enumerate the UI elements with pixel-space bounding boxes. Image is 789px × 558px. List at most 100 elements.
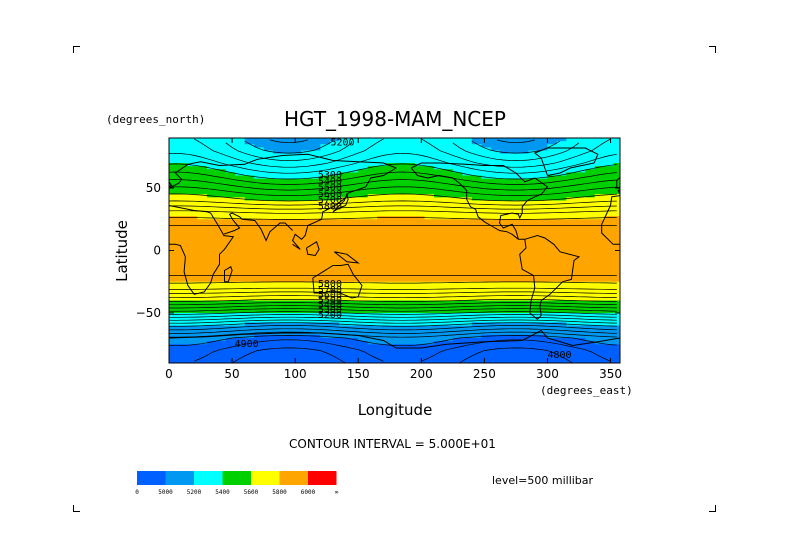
field-cell [396,266,407,270]
field-cell [169,241,180,245]
field-cell [405,181,416,186]
field-cell [594,309,605,314]
field-cell [575,138,586,142]
field-cell [509,263,520,267]
field-cell [566,347,577,352]
field-cell [178,272,189,277]
field-cell [585,141,596,145]
field-cell [329,228,340,233]
field-cell [292,294,303,298]
field-cell [405,300,416,305]
field-cell [197,331,208,336]
field-cell [169,156,180,161]
field-cell [613,203,620,208]
field-cell [254,269,265,273]
field-cell [216,294,227,298]
field-cell [519,231,530,236]
field-cell [187,288,198,292]
field-cell [433,241,444,245]
field-cell [348,306,359,311]
field-cell [405,147,416,152]
field-cell [282,244,293,248]
field-cell [452,341,463,345]
contour-label: 5700 [318,195,342,206]
field-cell [206,256,217,261]
field-cell [377,216,388,220]
contour-line [169,287,617,290]
field-cell [594,359,605,363]
field-cell [386,206,397,211]
field-cell [329,238,340,242]
field-cell [604,200,615,205]
field-cell [424,238,435,242]
field-cell [320,234,331,239]
field-cell [282,288,293,292]
field-cell [613,247,620,252]
field-cell [254,200,265,205]
field-cell [348,197,359,202]
field-cell [216,272,227,277]
field-cell [169,244,180,248]
field-cell [235,266,246,270]
field-cell [358,259,369,264]
field-cell [320,141,331,145]
chart-title: HGT_1998-MAM_NCEP [284,107,506,131]
field-cell [481,225,492,230]
field-cell [519,331,530,336]
field-cell [263,169,274,173]
field-cell [377,316,388,320]
field-cell [244,288,255,292]
field-cell [169,306,180,311]
field-cell [216,253,227,258]
field-cell [197,138,208,142]
field-cell [225,294,236,298]
field-cell [424,241,435,245]
field-cell [500,222,511,227]
field-cell [490,159,501,164]
field-cell [500,278,511,283]
field-cell [292,203,303,208]
field-cell [367,269,378,273]
field-cell [575,278,586,283]
field-cell [178,216,189,220]
field-cell [594,322,605,327]
field-cell [169,316,180,320]
field-cell [519,347,530,352]
field-cell [178,266,189,270]
field-cell [329,253,340,258]
field-cell [556,278,567,283]
field-cell [254,338,265,342]
field-cell [481,188,492,192]
contour-line [169,314,617,318]
field-cell [235,213,246,217]
field-cell [405,172,416,177]
field-cell [301,172,312,177]
field-cell [462,284,473,289]
field-cell [273,194,284,198]
field-cell [235,253,246,258]
field-cell [405,194,416,198]
field-cell [462,297,473,302]
field-cell [538,347,549,352]
field-cell [396,181,407,186]
field-cell [197,175,208,180]
field-cell [339,259,350,264]
field-cell [254,191,265,195]
field-cell [500,347,511,352]
field-cell [206,147,217,152]
field-cell [235,269,246,273]
field-cell [206,181,217,186]
field-cell [339,297,350,302]
contour-interval-text: CONTOUR INTERVAL = 5.000E+01 [289,437,496,451]
field-cell [452,238,463,242]
field-cell [216,344,227,348]
field-cell [282,216,293,220]
field-cell [443,356,454,361]
field-cell [396,241,407,245]
field-cell [206,294,217,298]
field-cell [235,188,246,192]
field-cell [556,263,567,267]
field-cell [178,138,189,142]
field-cell [310,328,321,333]
field-cell [613,350,620,355]
